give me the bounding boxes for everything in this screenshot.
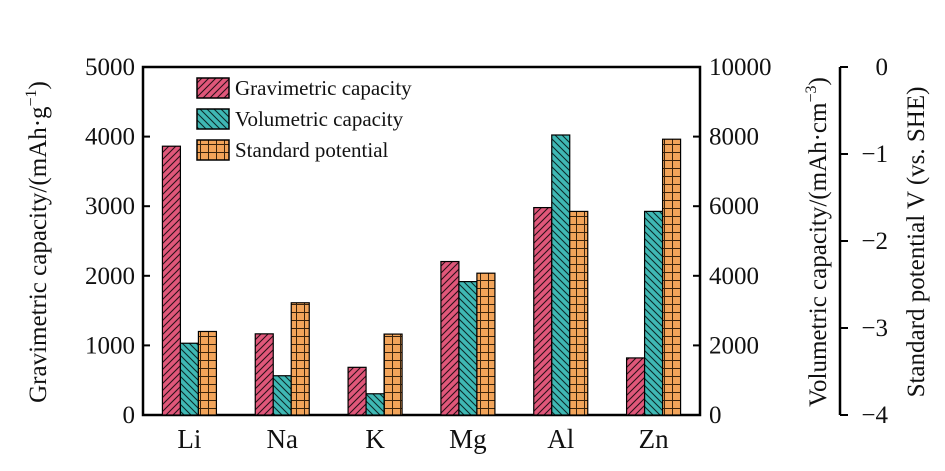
bars-group: Li Na K Mg Al Zn: [161, 134, 682, 454]
potential-bar-zn: [661, 138, 682, 416]
potential-tick-label: 0: [876, 54, 889, 81]
legend-swatch-potential-bar: [196, 139, 230, 161]
gravimetric-bar-mg: [440, 260, 460, 416]
volumetric-bar-k: [365, 393, 385, 416]
gravimetric-bar-li: [161, 145, 182, 416]
right-tick-label: 8000: [709, 124, 759, 151]
x-tick-label-na: Na: [267, 424, 298, 454]
potential-tick-label: −4: [861, 402, 888, 429]
volumetric-bar-zn: [643, 210, 664, 416]
volumetric-bar-na: [272, 375, 292, 416]
x-tick-label-zn: Zn: [639, 424, 669, 454]
potential-bar-mg: [476, 272, 496, 416]
potential-bar-k: [383, 333, 403, 416]
legend-label-volumetric-bar: Volumetric capacity: [235, 107, 404, 131]
x-tick-label-k: K: [365, 424, 385, 454]
right-tick-label: 0: [709, 402, 722, 429]
left-axis-title: Gravimetric capacity/(mAh·g−1): [23, 81, 52, 403]
left-tick-label: 4000: [85, 124, 135, 151]
gravimetric-bar-al: [533, 206, 553, 416]
potential-tick-label: −2: [861, 228, 888, 255]
right-tick-label: 2000: [709, 332, 759, 359]
left-tick-label: 2000: [85, 263, 135, 290]
left-tick-label: 5000: [85, 54, 135, 81]
potential-bar-li: [197, 330, 218, 416]
right-tick-label: 4000: [709, 263, 759, 290]
right-tick-label: 10000: [709, 54, 772, 81]
gravimetric-bar-zn: [625, 357, 646, 416]
volumetric-bar-al: [551, 134, 571, 416]
left-tick-label: 1000: [85, 332, 135, 359]
potential-tick-label: −3: [861, 315, 888, 342]
right-axis-title: Volumetric capacity/(mAh·cm−3): [803, 77, 832, 407]
legend: Gravimetric capacity Volumetric capacity S…: [196, 76, 412, 162]
potential-tick-label: −1: [861, 141, 888, 168]
x-tick-label-mg: Mg: [449, 424, 487, 454]
legend-label-gravimetric-bar: Gravimetric capacity: [235, 76, 412, 100]
left-tick-label: 0: [123, 402, 136, 429]
x-tick-label-li: Li: [177, 424, 201, 454]
plot-box: [141, 65, 702, 417]
legend-label-potential-bar: Standard potential: [235, 138, 389, 162]
legend-swatch-gravimetric-bar: [196, 77, 230, 99]
ticks-group: 0 1000 2000 3000 4000 5000 0 2000 4000 6000 8000 10…: [85, 54, 888, 429]
x-tick-label-al: Al: [547, 424, 574, 454]
potential-bar-na: [290, 302, 310, 416]
volumetric-bar-mg: [458, 281, 478, 416]
right-tick-label: 6000: [709, 193, 759, 220]
potential-bar-al: [569, 210, 589, 416]
gravimetric-bar-k: [347, 366, 367, 416]
volumetric-bar-li: [179, 342, 200, 416]
legend-swatch-volumetric-bar: [196, 108, 230, 130]
potential-axis-title: Standard potential V (vs. SHE): [903, 87, 930, 398]
gravimetric-bar-na: [254, 333, 274, 416]
left-tick-label: 3000: [85, 193, 135, 220]
